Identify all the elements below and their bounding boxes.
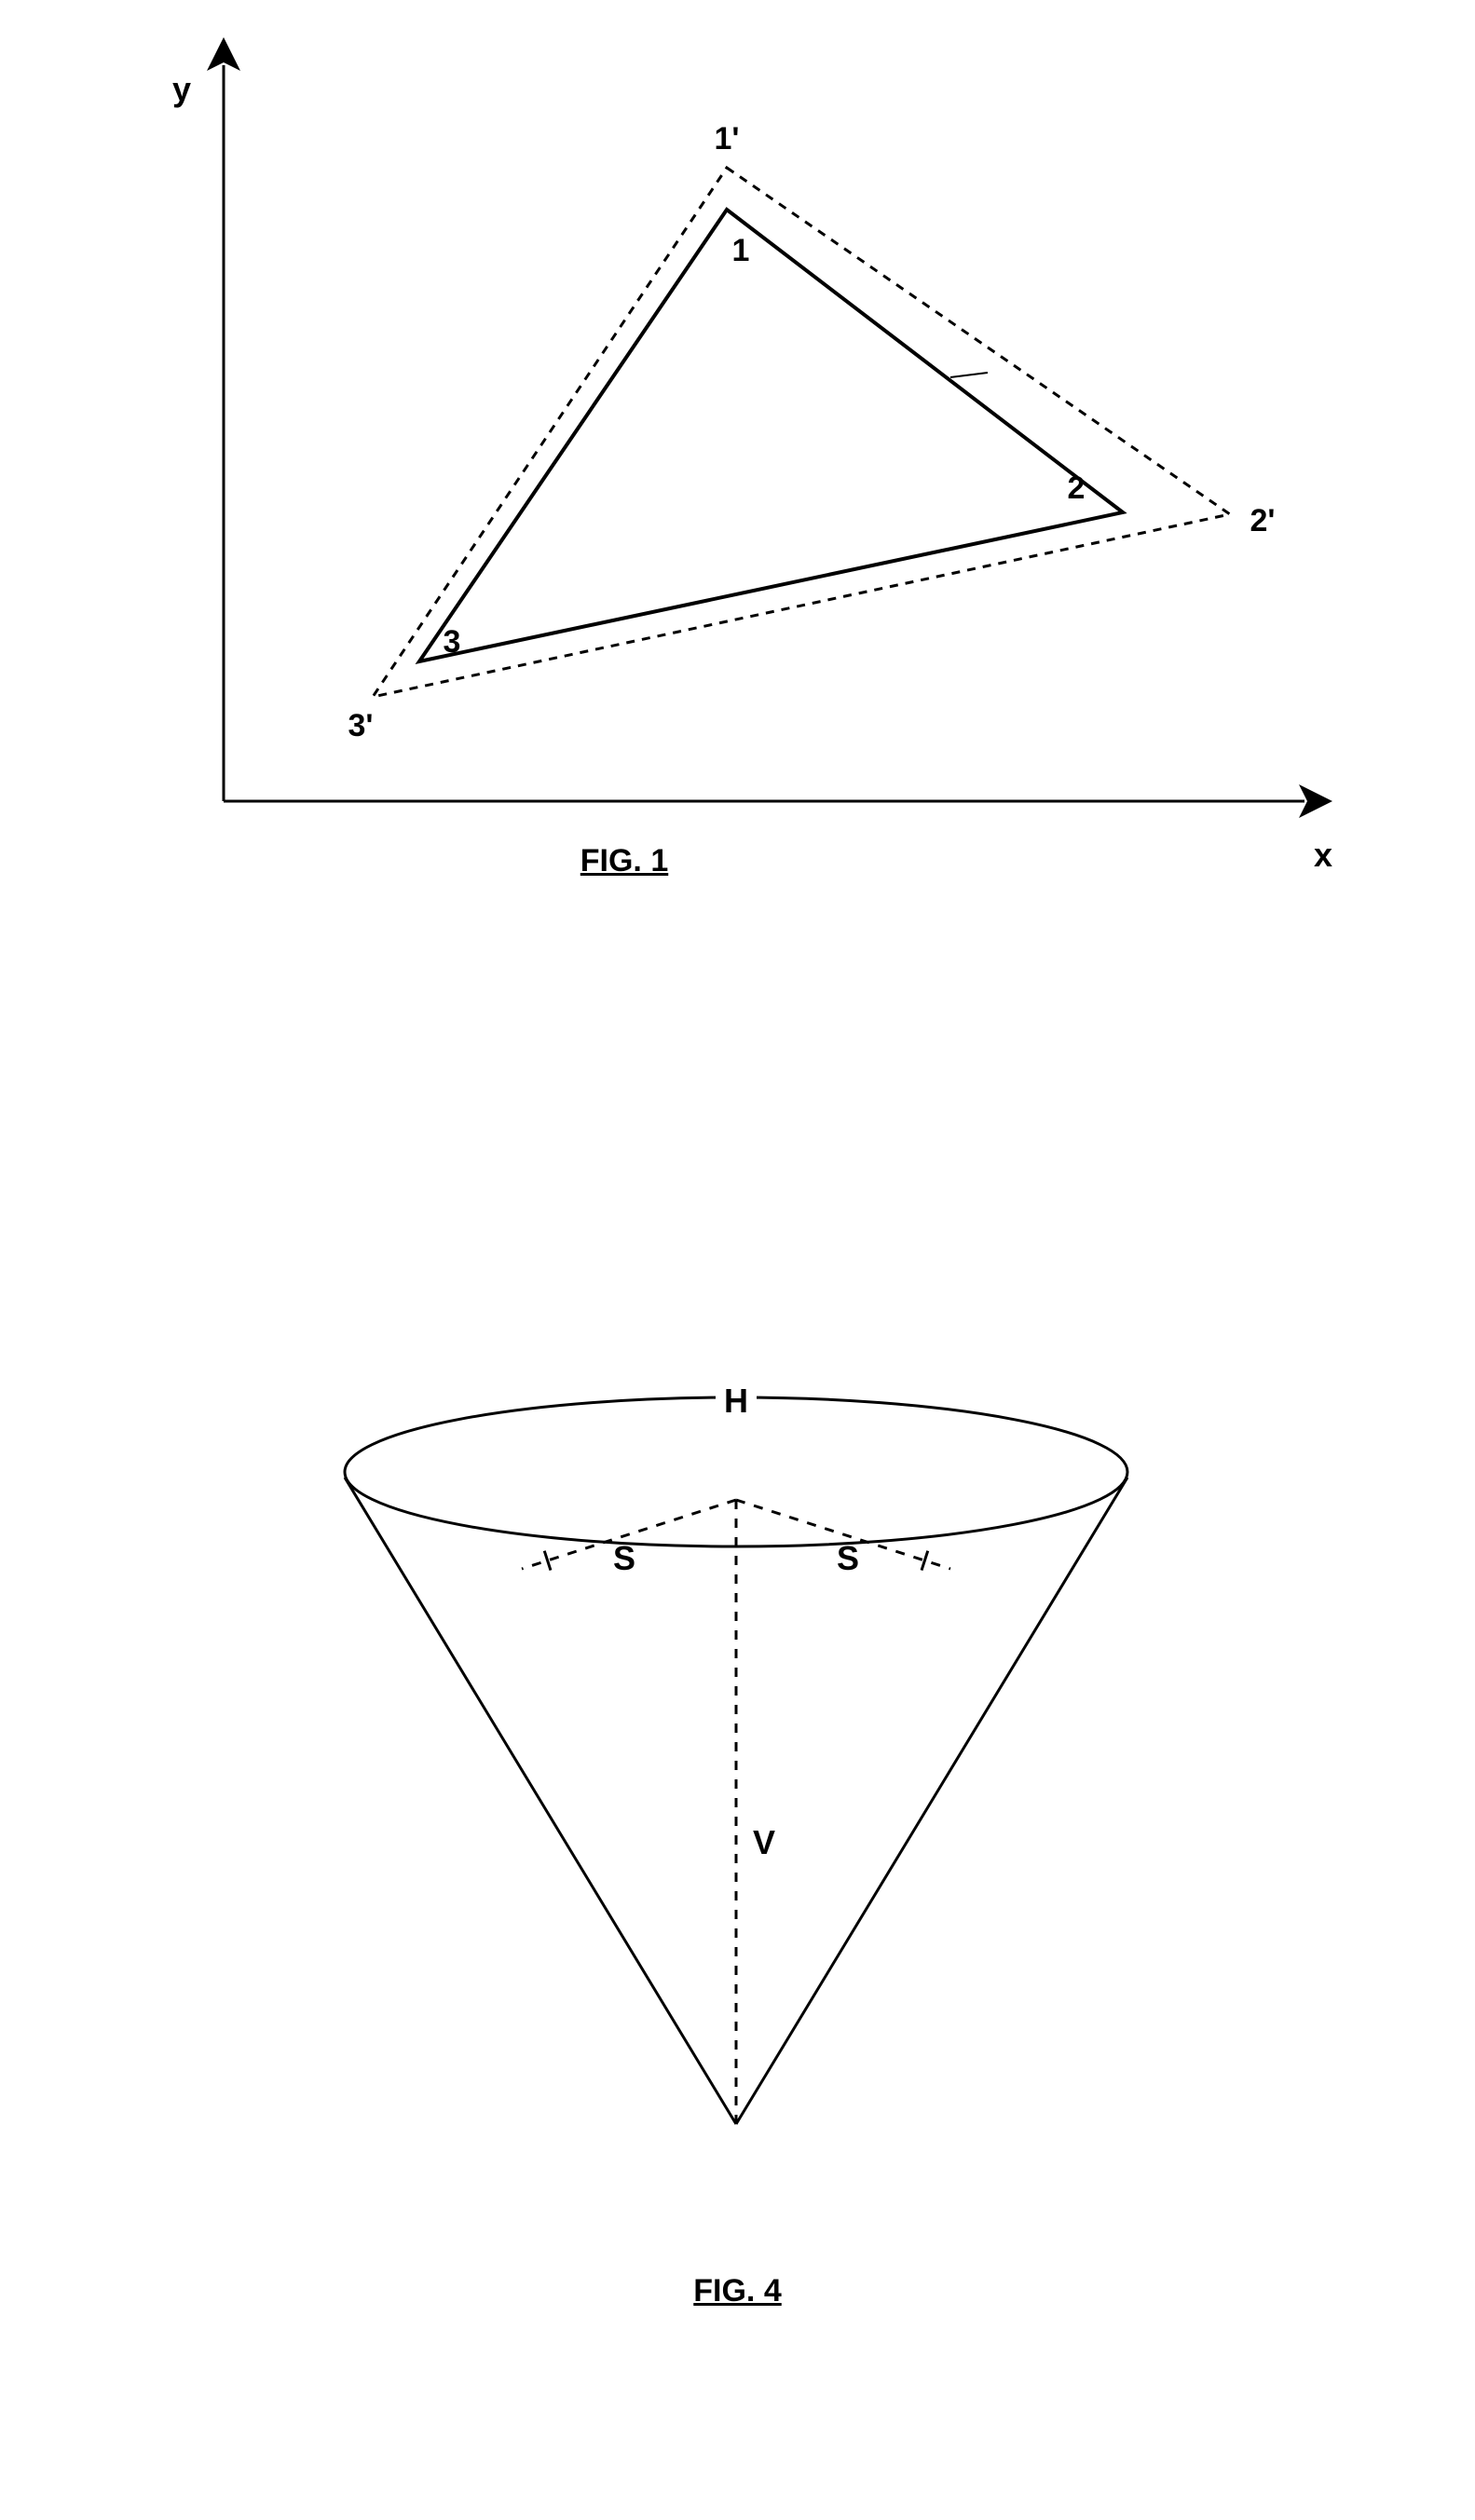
vertex-label: 1': [715, 121, 740, 157]
figure-1-diagram: y x 1' 2' 3' 1 2 3: [0, 28, 1475, 932]
inner-triangle: [419, 210, 1123, 661]
cone-label: S: [613, 1539, 635, 1577]
cone-side-left: [345, 1478, 736, 2124]
cone-side-right: [736, 1478, 1127, 2124]
figure-4-caption: FIG. 4: [0, 2273, 1475, 2309]
axis-y-label: y: [172, 70, 191, 108]
vertex-label: 3: [444, 624, 461, 660]
figure-4-diagram: H V S S: [0, 1360, 1475, 2385]
cone-label: S: [837, 1539, 859, 1577]
vertex-label: 2': [1250, 503, 1276, 538]
cone-label: V: [753, 1823, 775, 1861]
vertex-label: 3': [348, 708, 374, 743]
vertex-label: 2: [1068, 470, 1086, 506]
cone-radius-tick: [922, 1551, 928, 1571]
vertex-label: 1: [732, 233, 750, 268]
cone-label: H: [724, 1382, 748, 1420]
axis-x-label: x: [1314, 836, 1332, 874]
figure-1-caption: FIG. 1: [0, 843, 1249, 879]
outer-triangle: [373, 168, 1230, 697]
cone-radius-tick: [544, 1551, 551, 1571]
